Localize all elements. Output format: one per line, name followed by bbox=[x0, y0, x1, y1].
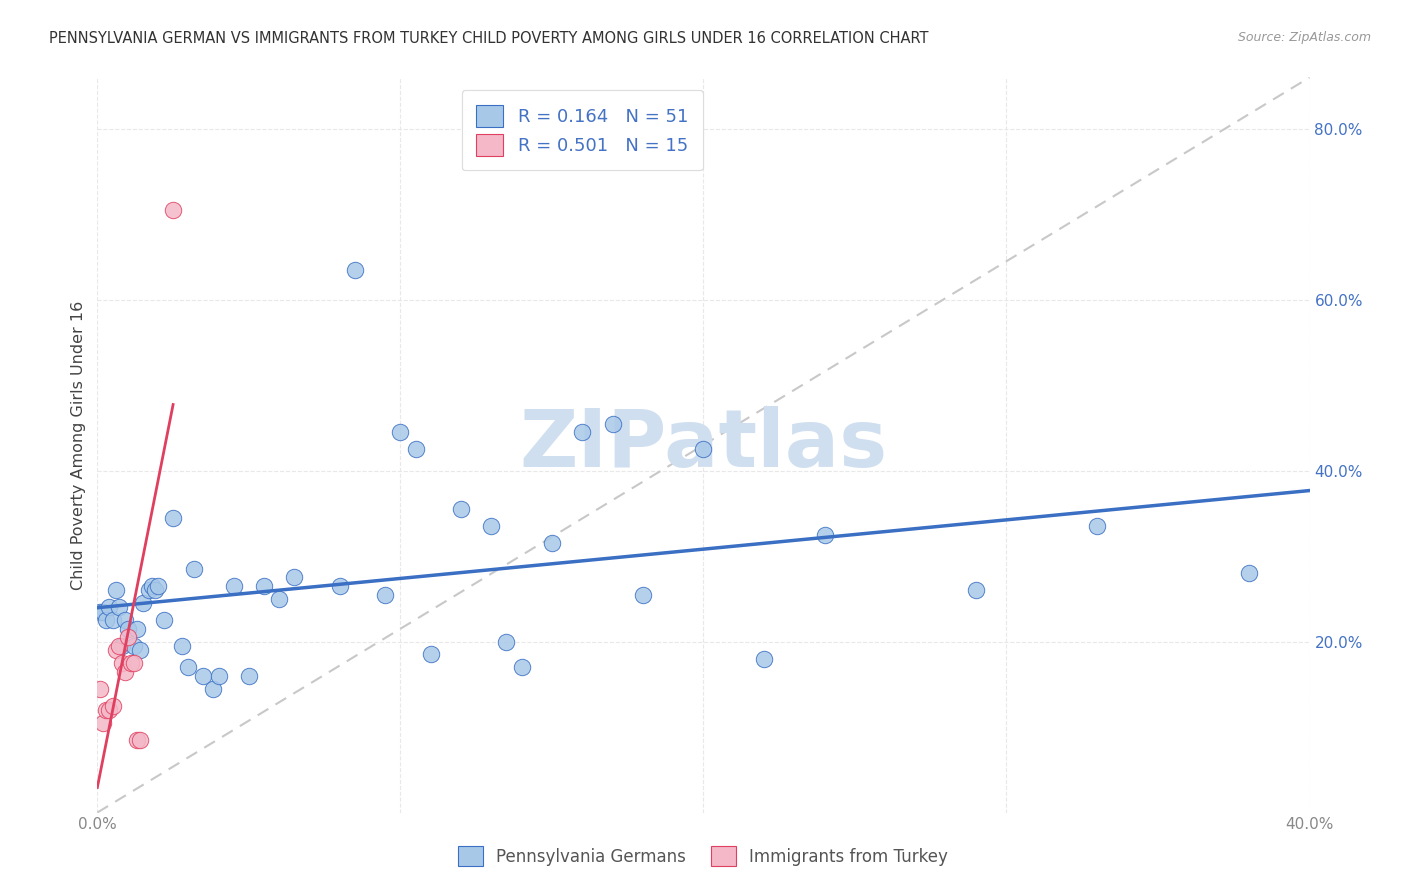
Point bbox=[122, 656, 145, 670]
Point bbox=[128, 732, 150, 747]
Point bbox=[814, 527, 837, 541]
Point bbox=[329, 579, 352, 593]
Point bbox=[177, 660, 200, 674]
Point bbox=[631, 588, 654, 602]
Point bbox=[132, 596, 155, 610]
Point bbox=[93, 605, 115, 619]
Point bbox=[752, 651, 775, 665]
Point bbox=[120, 656, 142, 670]
Point bbox=[541, 536, 564, 550]
Point bbox=[183, 562, 205, 576]
Point bbox=[104, 583, 127, 598]
Point bbox=[98, 600, 121, 615]
Point bbox=[965, 583, 987, 598]
Point bbox=[222, 579, 245, 593]
Point bbox=[1087, 519, 1109, 533]
Point bbox=[110, 639, 132, 653]
Point bbox=[107, 639, 129, 653]
Text: ZIPatlas: ZIPatlas bbox=[519, 406, 887, 484]
Point bbox=[510, 660, 533, 674]
Point bbox=[101, 613, 124, 627]
Point bbox=[479, 519, 502, 533]
Point bbox=[374, 588, 396, 602]
Point bbox=[162, 202, 184, 217]
Text: PENNSYLVANIA GERMAN VS IMMIGRANTS FROM TURKEY CHILD POVERTY AMONG GIRLS UNDER 16: PENNSYLVANIA GERMAN VS IMMIGRANTS FROM T… bbox=[49, 31, 929, 46]
Point bbox=[96, 613, 118, 627]
Point bbox=[96, 703, 118, 717]
Point bbox=[283, 570, 305, 584]
Point bbox=[495, 634, 517, 648]
Point bbox=[450, 502, 472, 516]
Point bbox=[172, 639, 194, 653]
Point bbox=[104, 643, 127, 657]
Point bbox=[571, 425, 593, 439]
Point bbox=[89, 681, 111, 696]
Point bbox=[117, 630, 139, 644]
Point bbox=[138, 583, 160, 598]
Legend: Pennsylvania Germans, Immigrants from Turkey: Pennsylvania Germans, Immigrants from Tu… bbox=[450, 838, 956, 875]
Point bbox=[114, 665, 136, 679]
Point bbox=[238, 669, 260, 683]
Point bbox=[114, 613, 136, 627]
Point bbox=[110, 656, 132, 670]
Point bbox=[143, 583, 166, 598]
Point bbox=[107, 600, 129, 615]
Text: Source: ZipAtlas.com: Source: ZipAtlas.com bbox=[1237, 31, 1371, 45]
Point bbox=[141, 579, 163, 593]
Point bbox=[201, 681, 224, 696]
Point bbox=[692, 442, 714, 457]
Point bbox=[146, 579, 169, 593]
Point bbox=[117, 622, 139, 636]
Point bbox=[602, 417, 624, 431]
Y-axis label: Child Poverty Among Girls Under 16: Child Poverty Among Girls Under 16 bbox=[72, 301, 86, 590]
Point bbox=[125, 622, 148, 636]
Point bbox=[89, 605, 111, 619]
Point bbox=[343, 262, 366, 277]
Point bbox=[193, 669, 215, 683]
Point bbox=[269, 591, 291, 606]
Point bbox=[98, 703, 121, 717]
Point bbox=[101, 698, 124, 713]
Point bbox=[1237, 566, 1260, 581]
Point bbox=[389, 425, 412, 439]
Point bbox=[128, 643, 150, 657]
Point bbox=[405, 442, 427, 457]
Point bbox=[93, 715, 115, 730]
Legend: R = 0.164   N = 51, R = 0.501   N = 15: R = 0.164 N = 51, R = 0.501 N = 15 bbox=[461, 90, 703, 170]
Point bbox=[419, 648, 441, 662]
Point bbox=[207, 669, 229, 683]
Point bbox=[153, 613, 176, 627]
Point bbox=[122, 639, 145, 653]
Point bbox=[125, 732, 148, 747]
Point bbox=[162, 510, 184, 524]
Point bbox=[253, 579, 276, 593]
